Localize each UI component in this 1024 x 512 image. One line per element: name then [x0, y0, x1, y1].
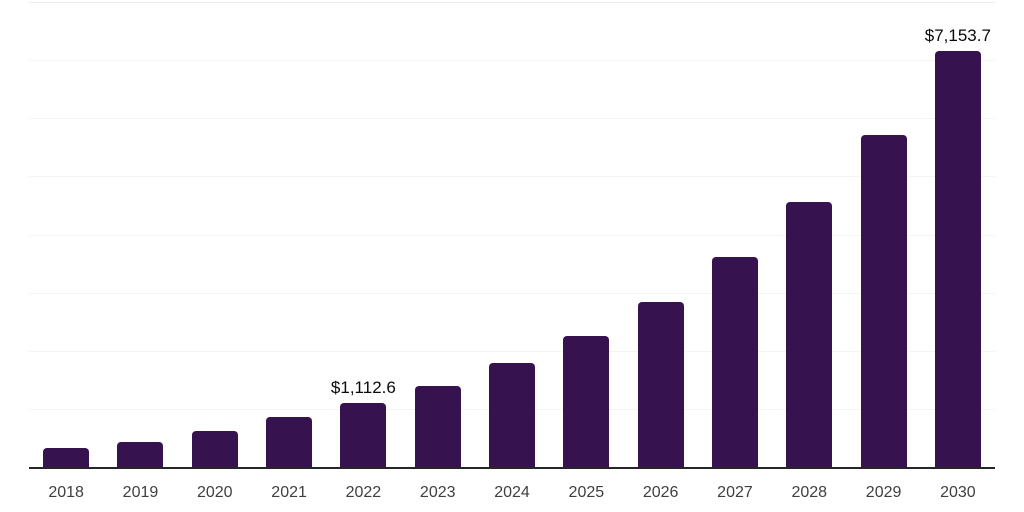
x-tick-2022: 2022 [345, 484, 382, 501]
x-axis-tick-labels: 2018 2019 2020 2021 2022 2023 2024 2025 2026 2027… [29, 484, 995, 502]
gridline-7000 [29, 59, 995, 61]
gridline-5000 [29, 176, 995, 178]
x-tick-2024: 2024 [494, 484, 530, 501]
x-tick-2018: 2018 [48, 484, 84, 501]
gridline-6000 [29, 118, 995, 119]
bar-2019 [117, 441, 164, 468]
x-tick-2030: 2030 [940, 484, 976, 501]
gridline-3000 [29, 292, 995, 294]
bar-2022 [340, 403, 387, 468]
plot-area: $1,112.6 $7,153.7 [29, 1, 995, 468]
bar-2026 [637, 301, 684, 468]
x-axis-line [29, 467, 995, 469]
x-tick-2020: 2020 [196, 484, 233, 501]
x-tick-2028: 2028 [791, 484, 828, 501]
bar-2027 [711, 257, 758, 468]
bar-2025 [563, 335, 610, 468]
gridline-4000 [29, 234, 995, 236]
gridline-8000 [29, 1, 995, 3]
x-tick-2026: 2026 [642, 484, 679, 501]
bar-2018 [43, 447, 90, 468]
x-tick-2021: 2021 [271, 484, 307, 501]
x-tick-2027: 2027 [717, 484, 753, 501]
bar-2020 [191, 430, 238, 468]
x-tick-2025: 2025 [568, 484, 605, 501]
x-tick-2023: 2023 [419, 484, 456, 501]
data-label-2030: $7,153.7 [924, 26, 991, 46]
bar-2024 [489, 363, 535, 468]
data-label-2022: $1,112.6 [330, 378, 396, 398]
bar-2030 [934, 51, 981, 468]
x-tick-2019: 2019 [122, 484, 159, 501]
x-tick-2029: 2029 [865, 484, 902, 501]
bar-2023 [414, 386, 461, 468]
bar-2028 [786, 201, 833, 468]
bar-2021 [266, 417, 313, 468]
gridline-2000 [29, 351, 995, 352]
bar-2029 [860, 134, 907, 468]
